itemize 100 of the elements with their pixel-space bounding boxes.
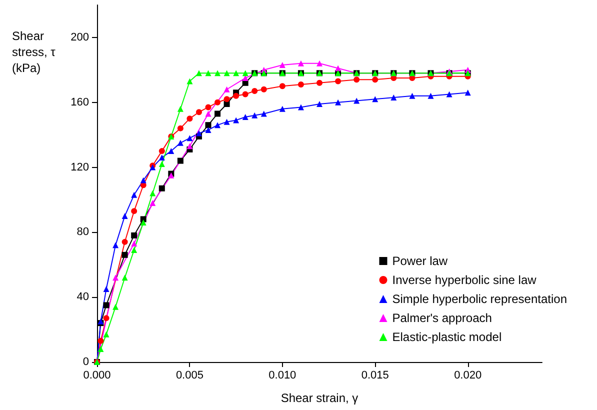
point — [242, 91, 248, 98]
point — [260, 110, 267, 117]
point — [103, 331, 110, 338]
x-tick-label: 0.020 — [454, 370, 482, 382]
point — [316, 100, 322, 107]
point — [335, 65, 342, 72]
point — [252, 88, 258, 94]
point — [354, 98, 360, 104]
x-axis-title: Shear strain, γ — [280, 391, 358, 405]
point — [224, 96, 230, 102]
point — [335, 99, 342, 106]
point — [214, 122, 221, 128]
point — [140, 219, 146, 226]
point — [298, 82, 304, 88]
point — [409, 92, 416, 99]
point — [150, 200, 156, 206]
point — [98, 338, 104, 344]
point — [186, 135, 193, 142]
point — [186, 143, 193, 150]
x-tick-label: 0.005 — [176, 370, 204, 382]
point — [131, 208, 138, 214]
point — [233, 70, 240, 76]
point — [214, 110, 221, 117]
point — [150, 190, 156, 196]
point — [224, 70, 230, 76]
legend-label: Power law — [392, 254, 448, 268]
point — [131, 192, 138, 198]
point — [131, 240, 138, 247]
point — [214, 99, 221, 106]
point — [196, 130, 202, 136]
point — [140, 177, 146, 184]
point — [131, 232, 138, 238]
point — [196, 109, 202, 116]
x-tick-label: 0.000 — [83, 370, 111, 382]
point — [122, 274, 128, 281]
y-axis-title: Shear stress, τ (kPa) — [12, 29, 59, 75]
point — [112, 304, 119, 310]
point — [205, 126, 212, 133]
point — [131, 247, 138, 254]
point — [103, 302, 110, 308]
legend-label: Simple hyperbolic representation — [392, 292, 568, 306]
point — [168, 148, 174, 154]
point — [177, 125, 184, 132]
point — [196, 70, 202, 76]
point — [316, 80, 322, 86]
point — [158, 161, 165, 168]
point — [224, 100, 230, 107]
legend-label: Inverse hyperbolic sine law — [392, 273, 537, 287]
point — [186, 116, 193, 122]
point — [372, 76, 378, 83]
x-tick-label: 0.015 — [361, 370, 389, 382]
point — [242, 70, 248, 76]
point — [446, 91, 452, 98]
point — [372, 96, 378, 102]
point — [122, 212, 128, 219]
point — [112, 242, 119, 248]
point — [298, 60, 304, 66]
y-tick-label: 200 — [70, 31, 89, 44]
legend-label: Elastic-plastic model — [392, 330, 502, 344]
point — [122, 252, 128, 258]
point — [98, 346, 104, 352]
point — [390, 94, 397, 100]
point — [122, 238, 128, 245]
point — [224, 86, 230, 92]
point — [233, 117, 240, 124]
point — [103, 286, 110, 292]
point — [335, 78, 342, 84]
x-tick-label: 0.010 — [268, 370, 296, 382]
point — [316, 60, 322, 66]
point — [279, 106, 286, 112]
point — [112, 274, 119, 281]
legend-label: Palmer's approach — [392, 311, 492, 325]
point — [186, 78, 193, 84]
point — [428, 92, 434, 99]
point — [354, 76, 360, 83]
point — [252, 112, 258, 118]
point — [464, 90, 471, 96]
y-tick-label: 120 — [70, 161, 89, 174]
point — [158, 154, 165, 161]
y-tick-label: 160 — [70, 96, 89, 108]
point — [205, 104, 212, 110]
point — [224, 118, 230, 125]
point — [279, 62, 286, 68]
point — [242, 114, 248, 120]
point — [158, 148, 165, 154]
point — [260, 86, 267, 92]
point — [103, 315, 110, 322]
point — [158, 185, 165, 192]
point — [177, 106, 184, 112]
y-tick-label: 0 — [82, 356, 89, 368]
point — [214, 70, 221, 76]
point — [205, 122, 212, 128]
point — [177, 140, 184, 146]
point — [205, 70, 212, 76]
point — [233, 92, 240, 99]
point — [298, 104, 304, 110]
point — [177, 158, 184, 164]
point — [205, 110, 212, 117]
y-tick-label: 80 — [76, 226, 89, 238]
y-tick-label: 40 — [76, 291, 89, 304]
